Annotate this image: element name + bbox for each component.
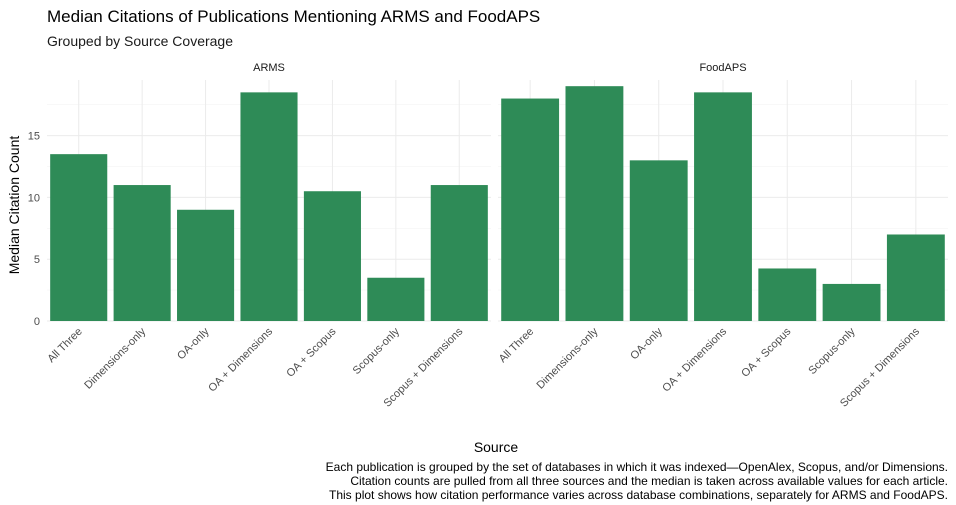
- caption-line-3: This plot shows how citation performance…: [329, 488, 948, 502]
- y-axis-title: Median Citation Count: [6, 136, 22, 275]
- x-tick-label: OA + Dimensions: [206, 325, 275, 394]
- bar-foodaps-dimensions-only: [565, 86, 624, 321]
- bar-foodaps-oa-only: [629, 160, 688, 321]
- bar-foodaps-oa-dimensions: [694, 92, 752, 321]
- panel-label-foodaps: FoodAPS: [699, 62, 746, 74]
- bar-foodaps-oa-scopus: [758, 268, 817, 321]
- x-axis-title: Source: [474, 439, 519, 455]
- chart-subtitle: Grouped by Source Coverage: [47, 33, 233, 49]
- x-tick-label: Scopus-only: [806, 325, 858, 377]
- x-tick-label: OA + Scopus: [739, 325, 793, 379]
- y-axis: 0 5 10 15: [28, 131, 40, 328]
- chart-title: Median Citations of Publications Mention…: [47, 7, 540, 26]
- x-tick-label: Dimensions-only: [82, 325, 148, 391]
- y-tick-label: 15: [28, 131, 40, 143]
- x-tick-label: Dimensions-only: [535, 325, 601, 391]
- x-tick-label: All Three: [497, 326, 536, 365]
- bar-arms-oa-only: [177, 209, 235, 321]
- y-tick-label: 0: [34, 316, 40, 328]
- bar-arms-all-three: [50, 154, 108, 321]
- bar-arms-scopus-only: [367, 277, 425, 321]
- caption-line-1: Each publication is grouped by the set o…: [326, 460, 948, 474]
- y-tick-label: 5: [34, 254, 40, 266]
- x-tick-label: OA + Dimensions: [660, 325, 729, 394]
- y-tick-label: 10: [28, 192, 40, 204]
- x-tick-label: All Three: [45, 326, 84, 365]
- bar-arms-dimensions-only: [113, 185, 171, 321]
- bar-arms-oa-scopus: [303, 191, 361, 321]
- bar-arms-scopus-dimensions: [430, 185, 488, 321]
- caption-line-2: Citation counts are pulled from all thre…: [350, 474, 948, 488]
- panel-label-arms: ARMS: [253, 62, 285, 74]
- bar-foodaps-all-three: [501, 98, 560, 322]
- caption: Each publication is grouped by the set o…: [326, 460, 948, 502]
- x-tick-label: OA-only: [628, 325, 665, 362]
- bar-foodaps-scopus-only: [822, 283, 881, 321]
- x-tick-label: Scopus-only: [351, 325, 403, 377]
- x-tick-label: OA + Scopus: [284, 325, 338, 379]
- bar-arms-oa-dimensions: [240, 92, 298, 321]
- x-tick-label: OA-only: [175, 325, 212, 362]
- bar-foodaps-scopus-dimensions: [886, 234, 945, 321]
